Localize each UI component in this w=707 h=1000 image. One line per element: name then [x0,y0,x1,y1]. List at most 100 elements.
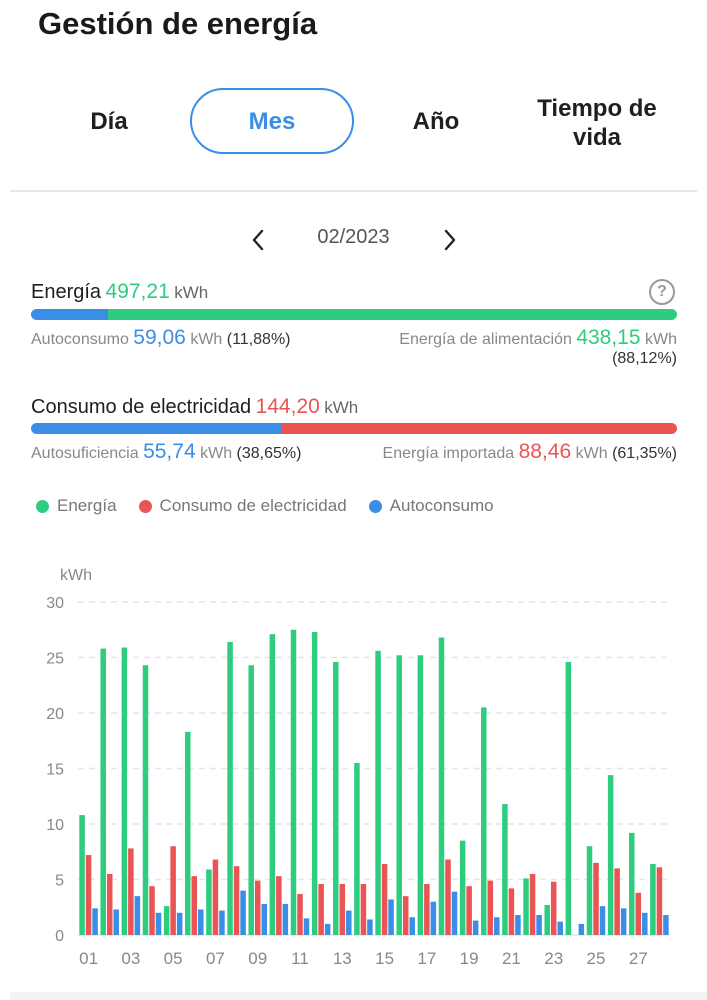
bar-self-consumption-15[interactable] [388,899,394,935]
bar-self-consumption-22[interactable] [536,915,542,935]
bar-self-consumption-18[interactable] [451,891,458,935]
bar-energy-26[interactable] [607,775,614,935]
period-tabs: Día Mes Año Tiempo de vida [0,88,707,158]
bar-self-consumption-27[interactable] [642,912,648,935]
bar-self-consumption-08[interactable] [240,890,246,935]
bar-consumption-18[interactable] [445,859,451,935]
bar-self-consumption-11[interactable] [303,918,310,935]
bar-energy-10[interactable] [269,634,276,935]
bar-energy-16[interactable] [396,655,402,935]
bar-self-consumption-02[interactable] [113,909,119,935]
bar-consumption-08[interactable] [233,866,240,935]
bar-self-consumption-07[interactable] [219,910,225,935]
bar-self-consumption-05[interactable] [176,912,183,935]
bar-consumption-01[interactable] [85,855,92,935]
legend-consumption[interactable]: Consumo de electricidad [138,496,347,516]
bar-self-consumption-03[interactable] [134,896,141,935]
y-tick-label: 20 [46,706,64,723]
bar-energy-03[interactable] [121,647,128,935]
bar-energy-27[interactable] [629,832,635,935]
bar-self-consumption-01[interactable] [92,908,98,935]
bar-energy-07[interactable] [206,869,212,935]
bar-energy-02[interactable] [100,648,106,935]
bar-energy-22[interactable] [523,878,529,935]
bar-energy-01[interactable] [79,815,85,935]
bar-consumption-25[interactable] [593,862,599,935]
bar-consumption-05[interactable] [170,846,176,935]
bar-consumption-06[interactable] [191,876,198,935]
bar-self-consumption-04[interactable] [155,912,162,935]
bar-self-consumption-13[interactable] [346,910,352,935]
bar-energy-23[interactable] [544,905,550,935]
bar-consumption-19[interactable] [466,886,472,935]
bar-consumption-21[interactable] [508,888,515,935]
bar-energy-19[interactable] [459,840,466,935]
bar-self-consumption-19[interactable] [472,920,479,935]
chevron-left-icon[interactable] [240,222,276,258]
bar-consumption-20[interactable] [487,880,494,935]
bar-energy-21[interactable] [502,804,508,935]
bar-consumption-14[interactable] [360,883,367,935]
bar-self-consumption-16[interactable] [409,917,415,935]
bar-consumption-28[interactable] [656,867,663,935]
legend-label: Energía [57,496,117,515]
bar-energy-12[interactable] [311,631,318,935]
bar-consumption-27[interactable] [635,892,642,935]
bar-consumption-12[interactable] [318,883,324,935]
legend-dot-icon [368,499,382,513]
bar-consumption-11[interactable] [297,893,303,935]
bar-consumption-15[interactable] [381,863,388,935]
bar-energy-24[interactable] [565,661,572,935]
bar-self-consumption-14[interactable] [367,919,373,935]
bar-consumption-10[interactable] [276,876,282,935]
bar-energy-14[interactable] [354,762,360,935]
chevron-right-icon[interactable] [432,222,468,258]
imported-bar [280,423,677,434]
bar-energy-15[interactable] [375,650,381,935]
bar-energy-05[interactable] [163,906,170,935]
bar-consumption-09[interactable] [254,880,261,935]
bar-self-consumption-17[interactable] [430,901,437,935]
bar-self-consumption-24[interactable] [578,923,585,935]
legend-self-consumption[interactable]: Autoconsumo [368,496,494,516]
tab-day[interactable]: Día [90,107,128,135]
bar-self-consumption-26[interactable] [620,908,627,935]
bar-energy-11[interactable] [290,629,297,935]
bar-energy-09[interactable] [248,665,254,935]
bar-consumption-03[interactable] [128,848,134,935]
legend-energy[interactable]: Energía [36,496,117,516]
bar-self-consumption-09[interactable] [261,903,267,935]
bar-consumption-04[interactable] [149,886,155,935]
bar-consumption-02[interactable] [106,873,113,935]
bar-self-consumption-21[interactable] [515,915,521,935]
bar-energy-04[interactable] [142,665,149,935]
tab-month[interactable]: Mes [190,88,354,154]
bar-energy-17[interactable] [417,655,424,935]
bar-energy-18[interactable] [438,637,445,935]
bar-energy-28[interactable] [650,863,656,935]
bar-energy-13[interactable] [333,661,339,935]
bar-consumption-26[interactable] [614,868,620,935]
energy-label: Energía [31,281,102,303]
bar-consumption-07[interactable] [212,859,219,935]
bar-energy-25[interactable] [586,846,593,935]
bar-self-consumption-10[interactable] [282,903,289,935]
bar-consumption-17[interactable] [424,883,430,935]
bar-self-consumption-25[interactable] [599,906,606,935]
bar-self-consumption-06[interactable] [198,909,204,935]
help-circle-icon[interactable]: ? [649,279,675,305]
bar-energy-06[interactable] [185,731,191,935]
bar-consumption-23[interactable] [550,881,557,935]
bar-energy-08[interactable] [227,641,233,935]
bar-consumption-22[interactable] [529,873,536,935]
bar-consumption-13[interactable] [339,883,346,935]
bar-self-consumption-12[interactable] [324,923,331,935]
bar-consumption-16[interactable] [402,896,409,935]
bar-energy-20[interactable] [481,707,487,935]
date-value[interactable]: 02/2023 [317,226,390,248]
bar-self-consumption-23[interactable] [557,921,563,935]
tab-year[interactable]: Año [412,107,460,135]
bar-self-consumption-28[interactable] [663,915,669,935]
bar-self-consumption-20[interactable] [494,917,500,935]
tab-lifetime[interactable]: Tiempo de vida [537,95,657,151]
